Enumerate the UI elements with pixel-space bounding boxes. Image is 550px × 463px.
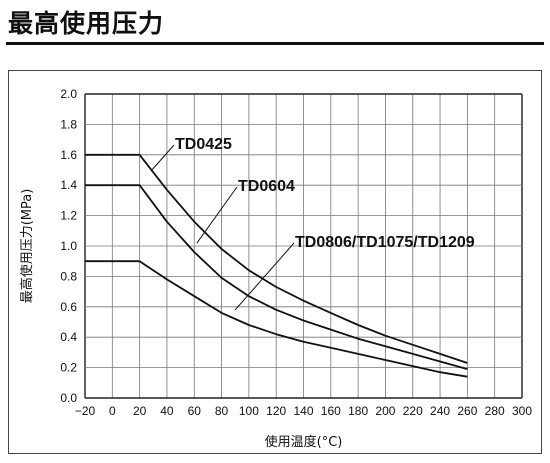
series-annotation-label: TD0425	[175, 136, 232, 153]
x-axis-label: 使用温度(°C)	[265, 434, 343, 450]
series-annotations: TD0425 TD0604 TD0806/TD1075/TD1209	[151, 136, 475, 311]
x-tick-label: −20	[75, 404, 96, 418]
y-tick-label: 1.4	[60, 178, 77, 192]
x-tick-label: 240	[430, 404, 450, 418]
x-tick-label: 180	[348, 404, 368, 418]
title-underline	[6, 42, 544, 45]
x-tick-label: 80	[215, 404, 229, 418]
y-axis-label: 最高使用压力(MPa)	[19, 189, 35, 304]
x-tick-label: 160	[321, 404, 341, 418]
y-tick-label: 1.0	[60, 239, 77, 253]
series-line-2	[85, 184, 468, 370]
chart-frame: −20 0 20 40 60 80 100 120 140 160 180 200 220 240 260 2…	[8, 70, 542, 454]
x-tick-label: 0	[109, 404, 116, 418]
y-tick-label: 0.4	[60, 330, 77, 344]
series-lines	[85, 153, 468, 378]
annotation-leader	[151, 144, 175, 171]
y-tick-labels: 0.0 0.2 0.4 0.6 0.8 1.0 1.2 1.4 1.6 1.8 2.0	[60, 87, 77, 405]
y-tick-label: 0.0	[60, 391, 77, 405]
x-tick-label: 20	[133, 404, 147, 418]
series-line-3	[85, 260, 468, 378]
x-tick-label: 220	[403, 404, 423, 418]
x-tick-label: 120	[266, 404, 286, 418]
x-tick-labels: −20 0 20 40 60 80 100 120 140 160 180 200 220 240 260 2…	[75, 404, 533, 418]
y-tick-label: 0.2	[60, 361, 77, 375]
x-tick-label: 60	[188, 404, 202, 418]
y-tick-label: 0.6	[60, 300, 77, 314]
y-tick-label: 2.0	[60, 87, 77, 101]
series-annotation-label: TD0604	[238, 178, 295, 195]
y-tick-label: 1.8	[60, 117, 77, 131]
x-tick-label: 200	[375, 404, 395, 418]
annotation-leader	[196, 186, 238, 244]
grid	[84, 93, 523, 399]
page-title: 最高使用压力	[8, 9, 165, 38]
pressure-temperature-chart: −20 0 20 40 60 80 100 120 140 160 180 200 220 240 260 2…	[19, 87, 533, 450]
annotation-leader	[234, 242, 295, 311]
x-tick-label: 40	[160, 404, 174, 418]
x-tick-label: 100	[239, 404, 259, 418]
x-tick-label: 140	[293, 404, 313, 418]
y-tick-label: 1.2	[60, 209, 77, 223]
y-tick-label: 1.6	[60, 148, 77, 162]
series-line-1	[85, 153, 468, 364]
x-tick-label: 260	[457, 404, 477, 418]
y-tick-label: 0.8	[60, 269, 77, 283]
x-tick-label: 280	[485, 404, 505, 418]
x-tick-label: 300	[512, 404, 532, 418]
series-annotation-label: TD0806/TD1075/TD1209	[295, 234, 475, 251]
